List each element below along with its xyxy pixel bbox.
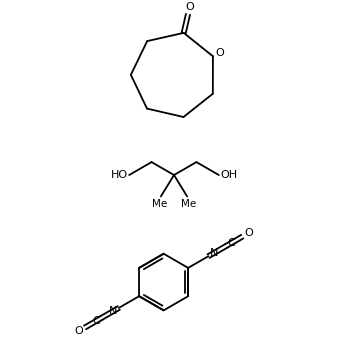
Text: N: N [210, 248, 218, 258]
Text: Me: Me [151, 199, 167, 209]
Text: Me: Me [181, 199, 197, 209]
Text: O: O [215, 48, 224, 58]
Text: O: O [74, 326, 83, 336]
Text: HO: HO [111, 170, 128, 180]
Text: O: O [185, 2, 194, 12]
Text: OH: OH [220, 170, 237, 180]
Text: C: C [227, 238, 235, 248]
Text: C: C [92, 316, 100, 326]
Text: O: O [245, 228, 253, 238]
Text: N: N [109, 306, 118, 316]
